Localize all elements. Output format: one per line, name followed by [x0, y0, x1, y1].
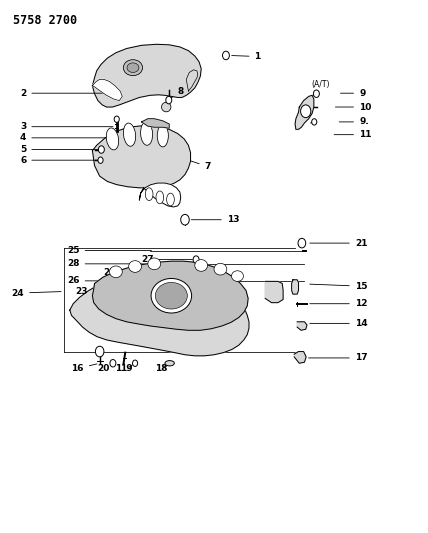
Text: 20: 20: [97, 364, 113, 373]
Text: 13: 13: [191, 215, 239, 224]
Ellipse shape: [157, 125, 168, 147]
Circle shape: [166, 96, 172, 104]
Circle shape: [98, 157, 103, 164]
Text: 9.: 9.: [339, 117, 369, 126]
Text: 14: 14: [310, 319, 367, 328]
Text: 26: 26: [67, 276, 134, 285]
Polygon shape: [142, 119, 169, 128]
Text: (A/T): (A/T): [311, 79, 330, 88]
Circle shape: [223, 51, 229, 60]
Polygon shape: [140, 183, 181, 207]
Polygon shape: [92, 261, 248, 330]
Circle shape: [313, 90, 319, 98]
Circle shape: [98, 146, 104, 154]
Ellipse shape: [165, 361, 174, 366]
Ellipse shape: [148, 258, 160, 270]
Text: 18: 18: [155, 364, 167, 373]
Ellipse shape: [156, 191, 163, 204]
Ellipse shape: [140, 122, 153, 146]
Polygon shape: [92, 44, 201, 107]
Text: 5758 2700: 5758 2700: [14, 14, 77, 27]
Polygon shape: [297, 322, 307, 330]
Polygon shape: [186, 70, 198, 91]
Circle shape: [193, 256, 199, 263]
Polygon shape: [70, 268, 249, 356]
Text: 3: 3: [20, 122, 113, 131]
Ellipse shape: [106, 128, 119, 150]
Ellipse shape: [129, 261, 142, 272]
Ellipse shape: [127, 63, 139, 72]
Circle shape: [95, 346, 104, 357]
Ellipse shape: [195, 260, 208, 271]
Circle shape: [312, 119, 317, 125]
Text: 25: 25: [67, 246, 152, 255]
Circle shape: [110, 360, 116, 367]
Polygon shape: [294, 352, 306, 364]
Text: 10: 10: [336, 102, 372, 111]
Text: 24: 24: [12, 288, 61, 297]
Text: 7: 7: [191, 161, 211, 171]
Text: 5: 5: [20, 145, 100, 154]
Polygon shape: [265, 281, 283, 303]
Polygon shape: [291, 280, 298, 294]
Text: 8: 8: [171, 86, 184, 98]
Text: 6: 6: [20, 156, 99, 165]
Ellipse shape: [155, 282, 187, 309]
Ellipse shape: [146, 188, 153, 200]
Text: 16: 16: [71, 364, 97, 373]
Polygon shape: [92, 79, 122, 101]
Polygon shape: [295, 95, 314, 130]
Ellipse shape: [232, 271, 244, 281]
Text: 19: 19: [120, 364, 133, 373]
Text: 11: 11: [334, 130, 372, 139]
Circle shape: [114, 116, 119, 123]
Text: 23: 23: [76, 287, 117, 296]
Text: 17: 17: [309, 353, 367, 362]
Text: 15: 15: [310, 281, 367, 290]
Text: 1: 1: [115, 364, 125, 373]
Text: 27: 27: [141, 255, 193, 264]
Ellipse shape: [151, 278, 192, 313]
Polygon shape: [92, 126, 190, 188]
Ellipse shape: [123, 60, 143, 76]
Text: 22: 22: [104, 269, 164, 277]
Text: 9: 9: [341, 88, 366, 98]
Text: 21: 21: [310, 239, 367, 248]
Ellipse shape: [161, 102, 171, 112]
Ellipse shape: [110, 266, 122, 278]
Ellipse shape: [214, 263, 227, 275]
Circle shape: [181, 214, 189, 225]
Text: 2: 2: [20, 88, 111, 98]
Ellipse shape: [166, 193, 174, 206]
Circle shape: [300, 105, 311, 118]
Ellipse shape: [123, 123, 136, 146]
Circle shape: [133, 360, 138, 367]
Circle shape: [298, 238, 306, 248]
Text: 12: 12: [310, 299, 367, 308]
Text: 4: 4: [20, 133, 110, 142]
Text: 28: 28: [67, 260, 149, 268]
Text: 1: 1: [232, 52, 261, 61]
